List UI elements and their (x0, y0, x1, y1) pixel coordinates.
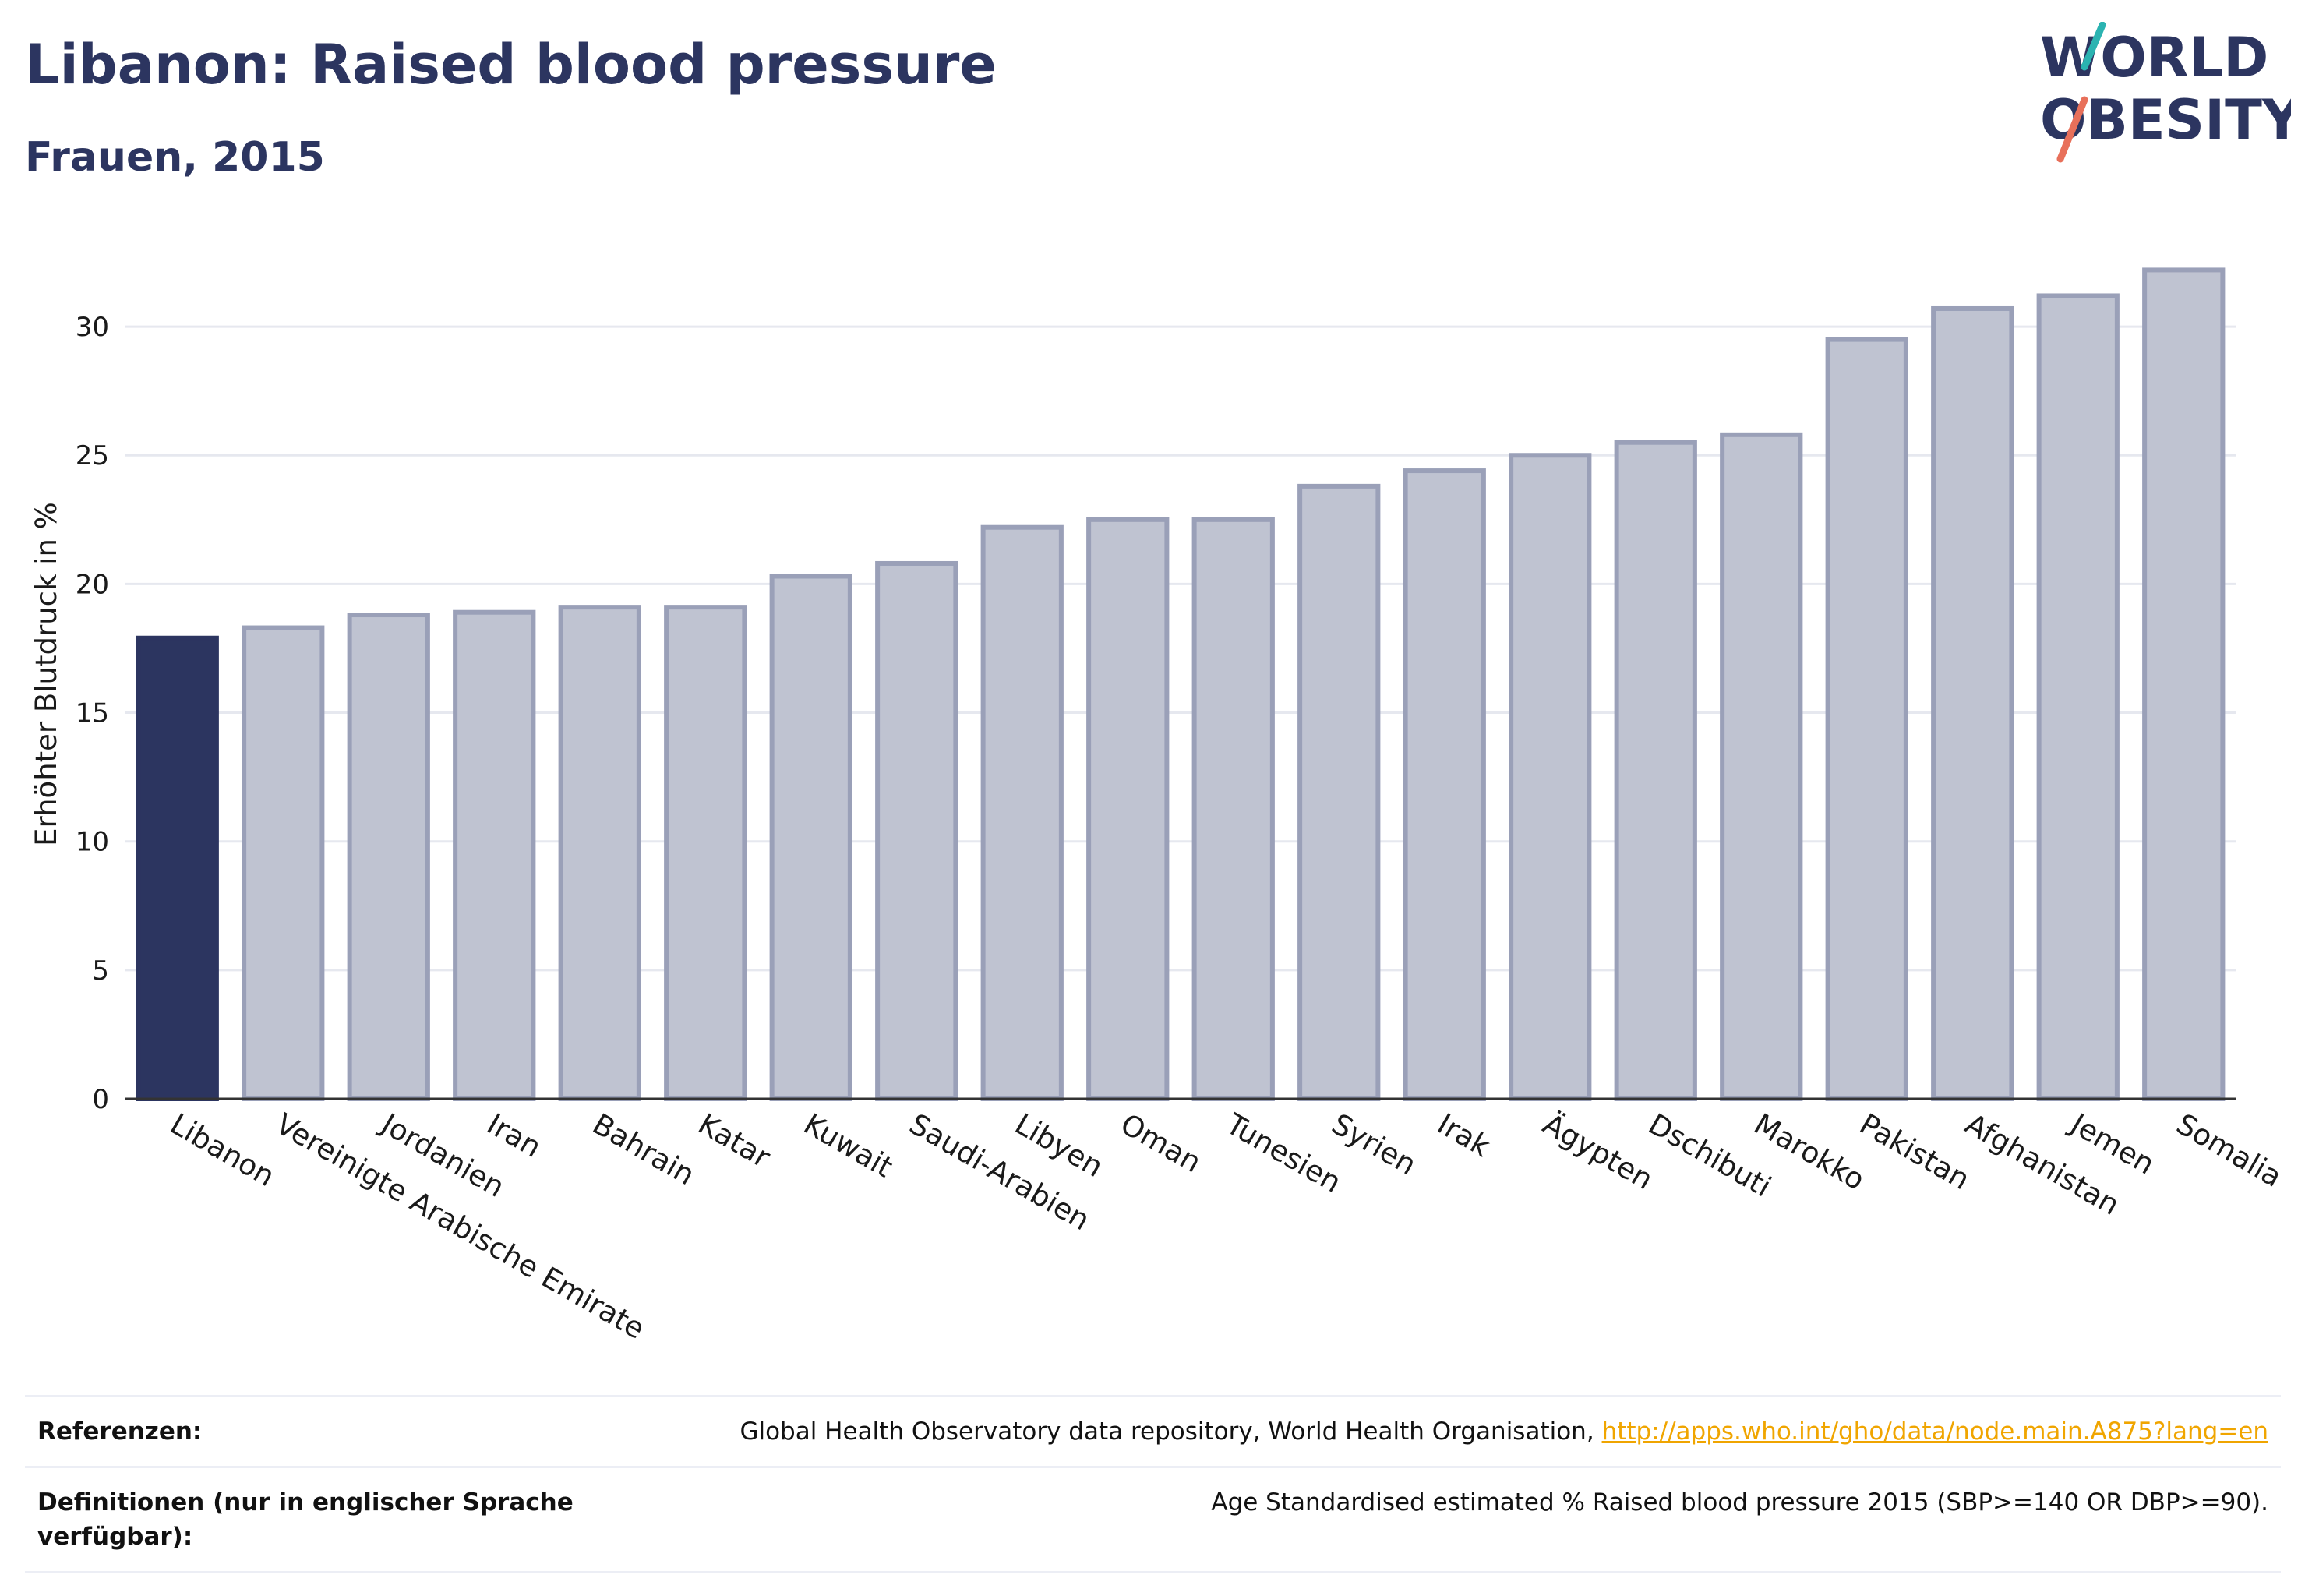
x-tick-label: Bahrain (587, 1107, 700, 1192)
chart-title: Libanon: Raised blood pressure (25, 33, 997, 97)
x-tick-label: Kuwait (798, 1107, 898, 1185)
bar (769, 574, 852, 1101)
x-tick-label: Oman (1115, 1107, 1207, 1180)
bar (1825, 337, 1908, 1101)
logo-line1: WORLD (2040, 26, 2268, 90)
definitions-value: Age Standardised estimated % Raised bloo… (1211, 1488, 2268, 1517)
bar (347, 613, 430, 1102)
definitions-label: Definitionen (nur in englischer Sprache … (37, 1488, 574, 1551)
x-tick-label: Vereinigte Arabische Emirate (270, 1107, 651, 1346)
bar (242, 625, 325, 1101)
bar (2142, 267, 2226, 1102)
bar (1086, 517, 1170, 1101)
y-tick-label: 20 (76, 569, 109, 600)
references-row: Referenzen: Global Health Observatory da… (25, 1395, 2281, 1466)
references-link[interactable]: http://apps.who.int/gho/data/node.main.A… (1601, 1418, 2268, 1446)
x-tick-label: Ägypten (1537, 1107, 1659, 1197)
references-table: Referenzen: Global Health Observatory da… (25, 1395, 2281, 1573)
x-tick-label: Katar (693, 1107, 777, 1175)
y-tick-label: 15 (76, 698, 109, 729)
bar-chart: 0 5 10 15 20 25 30 Erhöhter Blutdruck in % Liban… (30, 267, 2288, 1346)
bar (875, 560, 958, 1101)
definitions-row: Definitionen (nur in englischer Sprache … (25, 1466, 2281, 1573)
bar (558, 605, 641, 1101)
bar (1403, 468, 1486, 1101)
chart-subtitle: Frauen, 2015 (25, 134, 325, 181)
y-tick-label: 0 (92, 1084, 109, 1115)
references-value: Global Health Observatory data repositor… (740, 1414, 2268, 1449)
x-tick-label: Tunesien (1220, 1107, 1347, 1199)
references-label: Referenzen: (37, 1418, 203, 1446)
y-axis-title: Erhöhter Blutdruck in % (30, 502, 63, 846)
bar (1614, 440, 1697, 1101)
x-tick-label: Somalia (2171, 1107, 2288, 1194)
logo-slash-teal (2081, 22, 2106, 71)
references-text: Global Health Observatory data repositor… (740, 1418, 1602, 1446)
x-tick-label: Irak (1431, 1107, 1496, 1164)
bar (453, 609, 536, 1101)
bar (1297, 483, 1381, 1101)
y-tick-label: 10 (76, 827, 109, 858)
world-obesity-logo: WORLD OBESITY (2040, 22, 2291, 163)
x-tick-label: Iran (482, 1107, 547, 1164)
bar (664, 605, 747, 1101)
bar (1191, 517, 1275, 1101)
x-tick-label: Pakistan (1854, 1107, 1975, 1197)
x-tick-label: Libanon (164, 1107, 280, 1194)
bar (1509, 453, 1592, 1101)
logo-slash-coral (2056, 96, 2088, 163)
bar (980, 524, 1064, 1101)
y-tick-label: 25 (76, 440, 109, 471)
bar (1931, 305, 2014, 1101)
bar (1720, 432, 1803, 1101)
bar (2036, 293, 2120, 1101)
bar (136, 635, 219, 1101)
y-tick-label: 5 (92, 955, 109, 987)
y-tick-label: 30 (76, 312, 109, 343)
x-tick-label: Saudi-Arabien (904, 1107, 1096, 1238)
